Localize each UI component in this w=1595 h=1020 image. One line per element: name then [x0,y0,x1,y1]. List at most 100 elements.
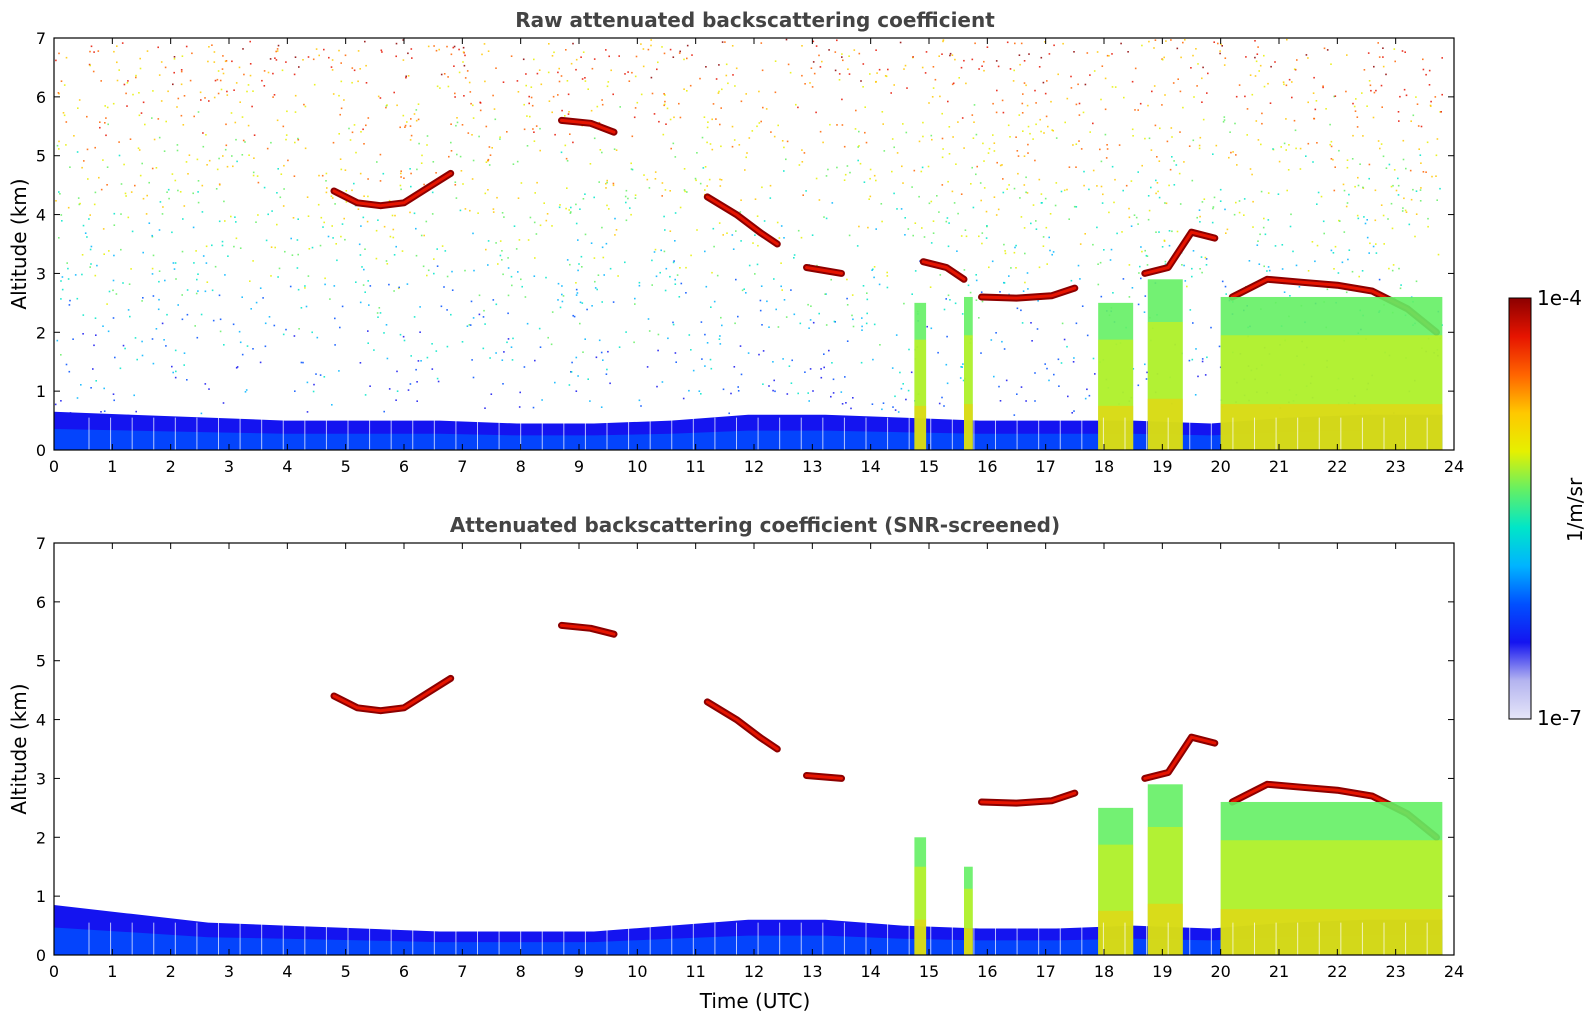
noise-dot [409,139,412,141]
noise-dot [1012,80,1015,82]
noise-dot [1326,49,1329,51]
noise-dot [523,103,525,106]
x-tick-label: 0 [49,962,59,981]
noise-dot [1270,65,1272,68]
noise-dot [399,184,402,187]
noise-dot [769,197,772,199]
noise-dot [818,312,820,315]
noise-dot [272,96,274,98]
noise-dot [661,381,664,383]
noise-dot [698,390,701,392]
noise-dot [177,189,179,192]
rain-column-core [964,888,973,955]
noise-dot [161,213,164,215]
x-tick-label: 4 [282,962,292,981]
noise-dot [95,334,97,336]
noise-dot [129,315,131,318]
noise-dot [1439,187,1441,190]
noise-dot [941,112,943,115]
noise-dot [912,56,914,58]
noise-dot [763,220,766,222]
noise-dot [551,111,553,114]
noise-dot [103,253,105,255]
noise-dot [193,115,195,118]
noise-dot [575,282,577,284]
noise-dot [291,254,294,256]
noise-dot [664,229,666,231]
noise-dot [1046,263,1048,265]
noise-dot [1388,163,1391,166]
x-axis: 0 1 2 3 4 5 6 7 8 9 10 11 12 13 14 15 16 17 18 19 20 21 22 23 24 [49,38,1464,476]
noise-dot [931,96,934,98]
noise-dot [1238,200,1241,202]
cloud-layer [1141,228,1219,277]
noise-dot [89,214,91,216]
noise-dot [247,124,250,127]
noise-dot [219,318,222,321]
rain-column-base [1098,405,1134,450]
noise-dot [929,286,932,288]
noise-dot [838,79,841,81]
noise-dot [196,336,199,339]
noise-dot [1205,258,1208,260]
noise-dot [712,227,715,230]
noise-dot [94,317,97,319]
noise-dot [115,293,118,295]
noise-dot [1197,375,1199,378]
noise-dot [368,304,370,306]
noise-dot [197,201,200,204]
noise-dot [241,116,244,118]
noise-dot [106,166,109,168]
noise-dot [208,159,211,162]
noise-dot [402,39,404,41]
noise-dot [653,113,656,115]
noise-dot [543,202,545,204]
noise-dot [506,131,508,133]
noise-dot [462,51,465,53]
noise-dot [1110,248,1113,251]
noise-dot [204,383,207,385]
noise-dot [502,273,504,276]
noise-dot [861,329,863,331]
noise-dot [213,51,216,53]
noise-dot [227,255,229,257]
noise-dot [539,127,541,130]
noise-dot [1218,345,1221,348]
noise-dot [737,386,739,388]
noise-dot [660,249,662,252]
noise-dot [318,54,320,57]
noise-dot [1038,66,1041,68]
noise-dot [730,392,732,395]
noise-dot [1010,267,1012,269]
noise-dot [1192,250,1195,252]
noise-dot [986,46,989,48]
noise-dot [233,89,235,91]
noise-dot [1190,67,1192,69]
noise-dot [409,211,411,214]
noise-dot [1089,131,1091,133]
noise-dot [995,214,998,216]
noise-dot [418,142,420,145]
noise-dot [513,225,516,227]
noise-dot [1173,160,1175,162]
noise-dot [886,286,889,289]
noise-dot [690,254,692,257]
noise-dot [54,403,57,406]
noise-dot [483,309,485,312]
noise-dot [343,217,345,220]
noise-dot [754,198,757,200]
noise-dot [973,104,976,106]
y-tick-label: 4 [36,206,46,225]
noise-dot [961,366,963,368]
noise-dot [1063,338,1066,341]
noise-dot [441,245,444,247]
noise-dot [362,128,364,131]
noise-dot [1210,326,1212,329]
noise-dot [277,44,280,47]
noise-dot [431,191,434,194]
noise-dot [1440,111,1442,113]
noise-dot [1088,188,1090,191]
noise-dot [605,242,608,245]
noise-dot [1013,187,1016,190]
noise-dot [410,118,412,120]
